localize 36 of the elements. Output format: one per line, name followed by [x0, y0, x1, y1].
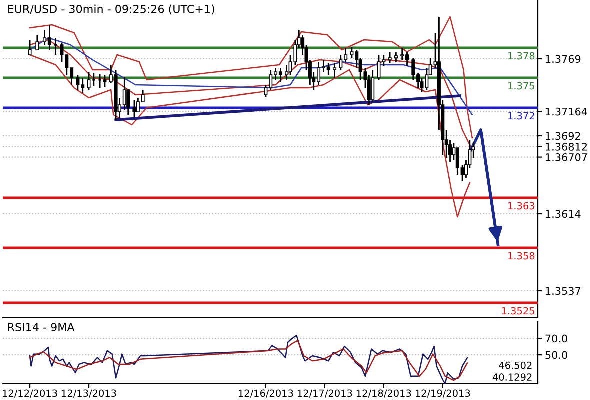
ref-line-label: 1.375: [508, 82, 534, 90]
line-series: [29, 334, 468, 384]
candlestick: [36, 34, 40, 51]
chart-title: RSI14 - 9MA: [8, 323, 75, 332]
x-tick-label: 12/12/2013: [3, 390, 58, 398]
y-tick-label: 1.3614: [546, 210, 581, 218]
x-tick-label: 12/18/2013: [356, 390, 412, 398]
x-tick-label: 12/19/2013: [416, 390, 470, 398]
line-series: [29, 37, 474, 116]
annotation: 40.1292: [492, 374, 532, 381]
candlestick: [371, 69, 375, 103]
ref-line-label: 1.363: [508, 202, 535, 210]
ref-line-label: 1.3525: [502, 307, 534, 315]
candlestick: [132, 99, 136, 118]
ref-line-label: 1.378: [508, 52, 535, 60]
candlestick: [394, 51, 398, 63]
y-tick-label: 1.3692: [546, 132, 580, 140]
x-tick-label: 12/16/2013: [239, 390, 294, 398]
candlestick: [333, 62, 337, 79]
y-tick-label: 1.37164: [546, 108, 588, 116]
chart-title: EUR/USD - 30min - 09:25:26 (UTC+1): [8, 4, 214, 15]
ref-line-label: 1.372: [508, 112, 534, 120]
y-tick-label: 1.3537: [546, 287, 581, 296]
line-series: [29, 340, 468, 382]
x-tick-label: 12/13/2013: [62, 390, 116, 398]
y-tick-label: 50.0: [546, 351, 568, 360]
y-tick-label: 1.36707: [546, 154, 588, 162]
y-tick-label: 1.36812: [546, 143, 587, 151]
annotation: 46.502: [499, 362, 532, 370]
candlestick: [28, 39, 32, 56]
x-tick-label: 12/17/2013: [298, 390, 352, 398]
y-tick-label: 1.3769: [546, 55, 581, 64]
y-tick-label: 70.0: [546, 334, 568, 343]
ref-line-label: 1.358: [508, 252, 535, 260]
line-series: [29, 16, 474, 139]
candlestick: [388, 51, 392, 64]
